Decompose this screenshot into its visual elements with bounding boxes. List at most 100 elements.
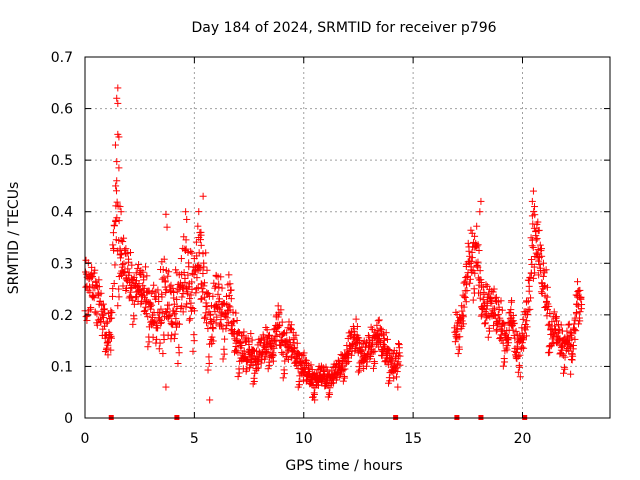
data-point — [460, 303, 468, 311]
data-point — [481, 319, 489, 327]
data-point — [467, 257, 475, 265]
data-point — [202, 249, 210, 257]
data-point — [113, 198, 121, 206]
data-point — [354, 368, 362, 376]
data-point — [187, 247, 195, 255]
data-point — [136, 285, 144, 293]
data-point — [367, 353, 375, 361]
data-point — [164, 272, 172, 280]
data-point — [213, 313, 221, 321]
data-point — [453, 334, 461, 342]
data-point — [202, 309, 210, 317]
data-point — [115, 164, 123, 172]
data-point — [287, 325, 295, 333]
data-point — [200, 279, 208, 287]
data-point — [524, 306, 532, 314]
data-point — [275, 322, 283, 330]
data-point — [120, 234, 128, 242]
data-point — [564, 321, 572, 329]
data-point — [495, 303, 503, 311]
data-point — [451, 338, 459, 346]
data-point — [215, 295, 223, 303]
data-point — [166, 283, 174, 291]
data-point — [516, 363, 524, 371]
data-point — [235, 338, 243, 346]
data-point — [232, 309, 240, 317]
data-point — [485, 293, 493, 301]
data-point — [270, 336, 278, 344]
data-point — [267, 344, 275, 352]
data-point — [394, 358, 402, 366]
data-point — [341, 365, 349, 373]
data-point — [513, 345, 521, 353]
data-point — [539, 259, 547, 267]
data-point — [376, 324, 384, 332]
data-point — [514, 352, 522, 360]
data-point — [260, 333, 268, 341]
data-point — [109, 285, 117, 293]
data-point — [380, 334, 388, 342]
data-point — [188, 278, 196, 286]
data-point — [151, 317, 159, 325]
data-point — [382, 329, 390, 337]
data-point — [287, 326, 295, 334]
data-point — [490, 285, 498, 293]
data-point — [235, 369, 243, 377]
data-point — [368, 349, 376, 357]
data-point — [538, 279, 546, 287]
data-point — [155, 308, 163, 316]
data-point — [97, 318, 105, 326]
data-point — [165, 301, 173, 309]
data-point — [208, 333, 216, 341]
x-tick-label: 20 — [514, 431, 532, 447]
data-point — [529, 187, 537, 195]
data-point — [199, 270, 207, 278]
data-point — [167, 281, 175, 289]
data-point — [209, 292, 217, 300]
data-point — [518, 339, 526, 347]
data-point — [479, 296, 487, 304]
data-point — [531, 203, 539, 211]
data-point — [339, 377, 347, 385]
data-point — [474, 241, 482, 249]
data-point — [234, 373, 242, 381]
y-tick-label: 0 — [64, 411, 73, 427]
data-point — [203, 303, 211, 311]
data-point — [110, 222, 118, 230]
data-point — [221, 335, 229, 343]
data-point — [97, 289, 105, 297]
data-point — [514, 368, 522, 376]
data-point — [477, 197, 485, 205]
data-point — [289, 339, 297, 347]
data-point — [478, 311, 486, 319]
data-point — [233, 347, 241, 355]
data-point — [210, 279, 218, 287]
data-point — [278, 318, 286, 326]
data-point — [159, 266, 167, 274]
x-tick-label: 5 — [190, 431, 199, 447]
data-point — [341, 374, 349, 382]
data-point — [117, 208, 125, 216]
data-point — [140, 273, 148, 281]
data-point — [212, 272, 220, 280]
data-point — [483, 302, 491, 310]
data-point — [535, 257, 543, 265]
data-point — [394, 383, 402, 391]
data-point — [222, 325, 230, 333]
x-axis-ticks: 0 5 10 15 20 — [81, 57, 532, 447]
data-point — [150, 281, 158, 289]
data-point — [162, 383, 170, 391]
data-point — [251, 369, 259, 377]
data-point — [183, 215, 191, 223]
data-point — [197, 241, 205, 249]
data-point — [569, 345, 577, 353]
data-point — [158, 293, 166, 301]
data-point — [110, 279, 118, 287]
data-point — [92, 282, 100, 290]
data-point — [171, 330, 179, 338]
data-point — [175, 320, 183, 328]
data-point — [392, 364, 400, 372]
data-point — [117, 254, 125, 262]
data-point — [269, 357, 277, 365]
data-point — [149, 287, 157, 295]
